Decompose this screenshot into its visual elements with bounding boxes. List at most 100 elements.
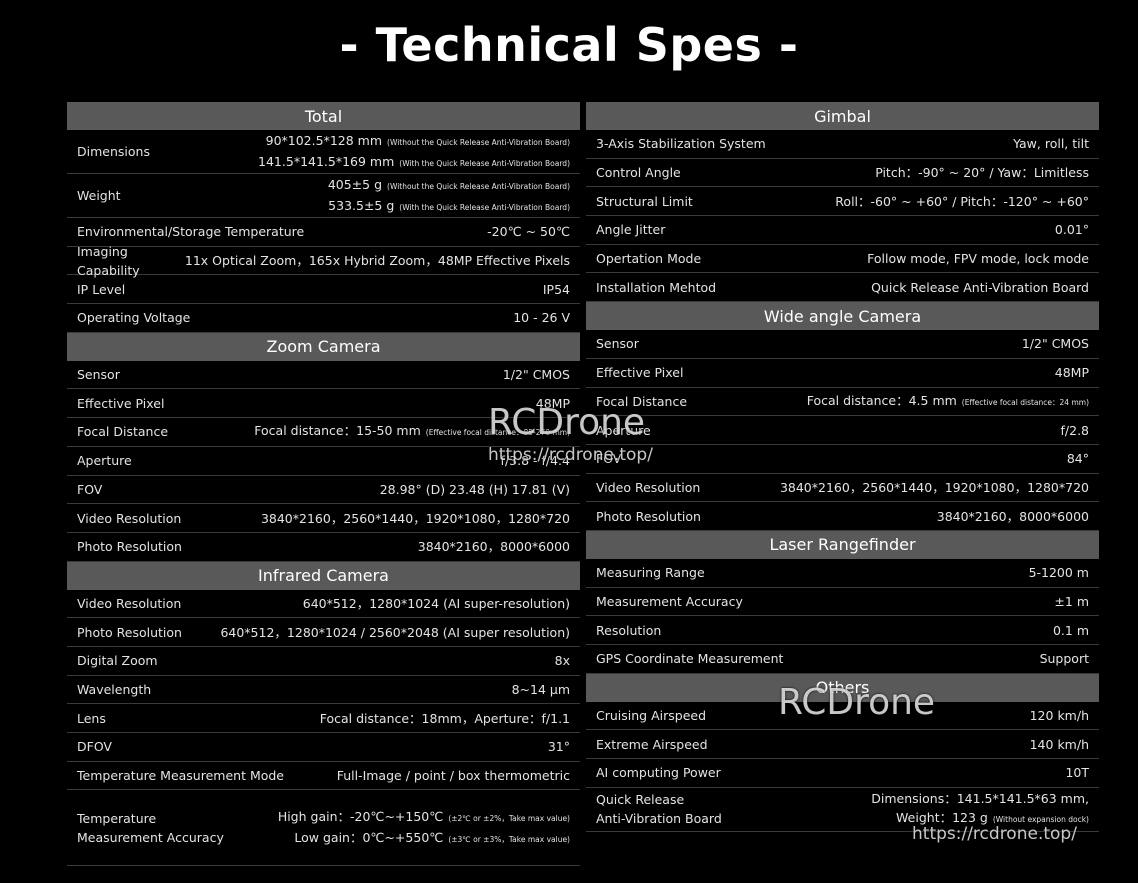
value-text: 8x — [554, 653, 570, 669]
value-text: ±1 m — [1054, 593, 1089, 609]
value-line: 3840*2160，8000*6000 — [937, 507, 1089, 526]
label-line: Weight — [77, 188, 121, 203]
value-line: 3840*2160，2560*1440，1920*1080，1280*720 — [780, 478, 1089, 497]
spec-value: 90*102.5*128 mm (Without the Quick Releas… — [258, 131, 570, 173]
spec-row: Environmental/Storage Temperature -20℃ ~ … — [67, 218, 580, 247]
spec-row: Operating Voltage 10 - 26 V — [67, 304, 580, 333]
value-text: 3840*2160，8000*6000 — [936, 508, 1089, 524]
value-line: f/2.8 — [1061, 421, 1090, 440]
label-line: Digital Zoom — [77, 653, 158, 669]
label-line: FOV — [77, 481, 103, 497]
value-line: 640*512，1280*1024 (AI super-resolution) — [303, 594, 570, 613]
value-line: Focal distance：18mm，Aperture：f/1.1 — [320, 709, 570, 728]
spec-row: Measuring Range 5-1200 m — [586, 559, 1099, 588]
spec-label: Focal Distance — [77, 422, 168, 441]
value-note: (Effective focal distance：85-270 mm) — [425, 428, 570, 438]
spec-value: f/2.8 — [1061, 421, 1090, 440]
section-header: Gimbal — [586, 102, 1099, 130]
spec-label: Aperture — [77, 451, 132, 470]
value-text: 0.01° — [1054, 222, 1089, 238]
spec-row: Aperture f/2.8 — [586, 416, 1099, 445]
label-line: Structural Limit — [596, 193, 693, 209]
label-line: Control Angle — [596, 165, 681, 181]
value-line: Roll：-60° ~ +60° / Pitch：-120° ~ +60° — [835, 192, 1089, 211]
value-line: ±1 m — [1054, 592, 1089, 611]
spec-label: Photo Resolution — [596, 507, 701, 526]
spec-label: Structural Limit — [596, 192, 693, 211]
label-line: GPS Coordinate Measurement — [596, 651, 784, 667]
spec-row: Control Angle Pitch：-90° ~ 20° / Yaw：Limi… — [586, 159, 1099, 188]
value-line: 31° — [548, 737, 570, 756]
value-text: 1/2" CMOS — [502, 367, 570, 383]
spec-label: IP Level — [77, 280, 125, 299]
spec-value: 48MP — [536, 394, 570, 413]
value-text: Focal distance：4.5 mm — [806, 392, 957, 408]
spec-value: 640*512，1280*1024 (AI super-resolution) — [303, 594, 570, 613]
spec-label: Wavelength — [77, 680, 151, 699]
section-header: Infrared Camera — [67, 561, 580, 590]
value-line: Yaw, roll, tilt — [1013, 134, 1089, 153]
spec-label: GPS Coordinate Measurement — [596, 649, 783, 668]
spec-row: Digital Zoom 8x — [67, 647, 580, 676]
spec-value: Full-Image / point / box thermometric — [337, 766, 570, 785]
value-line: IP54 — [543, 280, 570, 299]
label-line: Measurement Accuracy — [77, 829, 224, 845]
value-note: (With the Quick Release Anti-Vibration B… — [399, 158, 570, 168]
value-text: 0.1 m — [1052, 622, 1089, 638]
spec-value: 3840*2160，8000*6000 — [418, 537, 570, 556]
spec-value: 48MP — [1055, 363, 1089, 382]
spec-value: IP54 — [543, 280, 570, 299]
spec-label: Cruising Airspeed — [596, 706, 706, 725]
spec-label: DFOV — [77, 737, 112, 756]
value-line: 533.5±5 g (With the Quick Release Anti-Vi… — [328, 196, 570, 217]
value-line: Weight：123 g (Without expansion dock) — [896, 808, 1089, 829]
value-text: 31° — [547, 739, 570, 755]
value-text: 48MP — [1054, 365, 1089, 381]
spec-label: Quick Release Anti-Vibration Board — [596, 790, 722, 828]
value-line: 1/2" CMOS — [1022, 334, 1089, 353]
value-line: 90*102.5*128 mm (Without the Quick Releas… — [266, 131, 570, 152]
label-line: Quick Release — [596, 792, 685, 808]
label-line: Effective Pixel — [77, 395, 165, 411]
label-line: IP Level — [77, 281, 126, 297]
spec-label: Sensor — [77, 365, 120, 384]
spec-label: Installation Mehtod — [596, 278, 716, 297]
value-text: Focal distance：18mm，Aperture：f/1.1 — [319, 710, 570, 726]
spec-row: Resolution 0.1 m — [586, 616, 1099, 645]
spec-value: 0.01° — [1055, 220, 1089, 239]
spec-row: Lens Focal distance：18mm，Aperture：f/1.1 — [67, 704, 580, 733]
value-line: 8~14 μm — [512, 680, 570, 699]
value-line: 8x — [555, 651, 570, 670]
label-line: Imaging Capability — [77, 243, 140, 278]
spec-label: Effective Pixel — [77, 394, 164, 413]
label-line: Effective Pixel — [596, 365, 684, 381]
value-line: Follow mode, FPV mode, lock mode — [867, 249, 1089, 268]
spec-label: Photo Resolution — [77, 623, 182, 642]
spec-row: Opertation Mode Follow mode, FPV mode, lo… — [586, 245, 1099, 274]
value-line: 0.01° — [1055, 220, 1089, 239]
value-line: Pitch：-90° ~ 20° / Yaw：Limitless — [875, 163, 1089, 182]
label-line: FOV — [596, 451, 622, 467]
value-note: (Without the Quick Release Anti-Vibratio… — [387, 137, 570, 147]
value-text: 10 - 26 V — [513, 310, 570, 326]
spec-label: Dimensions — [77, 142, 150, 161]
spec-row: 3-Axis Stabilization System Yaw, roll, ti… — [586, 130, 1099, 159]
spec-column: Gimbal 3-Axis Stabilization System Yaw, ro… — [586, 102, 1099, 832]
label-line: 3-Axis Stabilization System — [596, 136, 766, 152]
label-line: Angle Jitter — [596, 222, 666, 238]
label-line: Dimensions — [77, 144, 150, 159]
value-line: 405±5 g (Without the Quick Release Anti-V… — [328, 175, 570, 196]
value-line: 120 km/h — [1030, 706, 1089, 725]
value-line: f/3.8 - f/4.4 — [501, 451, 570, 470]
spec-value: 640*512，1280*1024 / 2560*2048 (AI super … — [220, 623, 570, 642]
spec-value: Yaw, roll, tilt — [1013, 134, 1089, 153]
value-text: 8~14 μm — [511, 681, 570, 697]
label-line: Operating Voltage — [77, 310, 191, 326]
spec-row: Temperature Measurement Mode Full-Image /… — [67, 762, 580, 791]
spec-label: Opertation Mode — [596, 249, 701, 268]
spec-label: Lens — [77, 709, 106, 728]
spec-row: Sensor 1/2" CMOS — [67, 361, 580, 390]
spec-value: Follow mode, FPV mode, lock mode — [867, 249, 1089, 268]
spec-value: Pitch：-90° ~ 20° / Yaw：Limitless — [875, 163, 1089, 182]
value-line: Focal distance：4.5 mm (Effective focal di… — [807, 391, 1089, 412]
